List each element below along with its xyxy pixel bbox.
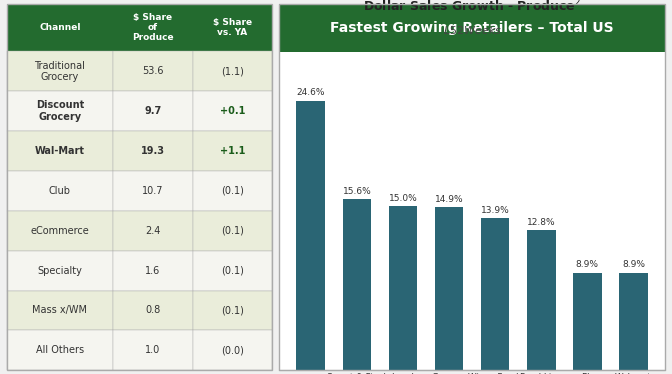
Bar	[113, 211, 192, 251]
Bar	[343, 199, 371, 370]
Text: All Others: All Others	[36, 345, 84, 355]
Text: (0.0): (0.0)	[221, 345, 244, 355]
Bar	[192, 131, 272, 171]
Text: 8.9%: 8.9%	[576, 260, 599, 269]
Text: +0.1: +0.1	[220, 106, 245, 116]
Text: 15.6%: 15.6%	[343, 187, 371, 196]
Text: $ Share
vs. YA: $ Share vs. YA	[213, 18, 252, 37]
Bar	[113, 131, 192, 171]
Bar	[7, 251, 113, 291]
Text: eCommerce: eCommerce	[30, 226, 89, 236]
Bar	[192, 171, 272, 211]
Text: 8.9%: 8.9%	[622, 260, 645, 269]
Bar	[113, 171, 192, 211]
Text: (0.1): (0.1)	[221, 306, 244, 316]
Bar	[573, 273, 601, 370]
Text: 15.0%: 15.0%	[388, 193, 417, 203]
Bar	[7, 4, 113, 51]
Bar	[7, 291, 113, 330]
Bar	[7, 211, 113, 251]
Bar	[435, 207, 463, 370]
Text: Channel: Channel	[39, 23, 81, 32]
Bar	[279, 52, 665, 370]
Bar	[192, 330, 272, 370]
Bar	[113, 330, 192, 370]
Text: 0.8: 0.8	[145, 306, 161, 316]
Text: (0.1): (0.1)	[221, 186, 244, 196]
Text: Dollar Sales Growth - Produce$^{2}$: Dollar Sales Growth - Produce$^{2}$	[363, 0, 581, 14]
Bar	[192, 51, 272, 91]
Bar	[296, 101, 325, 370]
Text: (0.1): (0.1)	[221, 226, 244, 236]
Text: 10.7: 10.7	[142, 186, 163, 196]
Text: Wal-Mart: Wal-Mart	[35, 146, 85, 156]
Text: 14.9%: 14.9%	[435, 194, 463, 203]
Bar	[7, 171, 113, 211]
Bar	[192, 4, 272, 51]
Text: Fastest Growing Retailers – Total US: Fastest Growing Retailers – Total US	[330, 21, 614, 35]
Bar	[192, 91, 272, 131]
Bar	[7, 330, 113, 370]
Text: 13.9%: 13.9%	[480, 206, 509, 215]
Text: Specialty: Specialty	[38, 266, 82, 276]
Bar	[113, 91, 192, 131]
Text: Discount
Grocery: Discount Grocery	[36, 100, 84, 122]
Text: (1.1): (1.1)	[221, 66, 244, 76]
Text: (0.1): (0.1)	[221, 266, 244, 276]
Bar	[192, 291, 272, 330]
Bar	[192, 211, 272, 251]
Bar	[192, 251, 272, 291]
Text: $\it{L52 Weeks}$: $\it{L52 Weeks}$	[443, 24, 501, 37]
Text: Club: Club	[49, 186, 71, 196]
Bar	[481, 218, 509, 370]
Text: 2.4: 2.4	[145, 226, 161, 236]
Text: 12.8%: 12.8%	[527, 218, 556, 227]
Text: 1.6: 1.6	[145, 266, 161, 276]
Bar	[113, 291, 192, 330]
Text: 1.0: 1.0	[145, 345, 161, 355]
Text: Mass x/WM: Mass x/WM	[32, 306, 87, 316]
Bar	[7, 51, 113, 91]
Bar	[7, 131, 113, 171]
Bar	[113, 251, 192, 291]
Bar	[527, 230, 556, 370]
Text: 9.7: 9.7	[144, 106, 161, 116]
Text: 19.3: 19.3	[140, 146, 165, 156]
Bar	[113, 4, 192, 51]
Bar	[7, 91, 113, 131]
Text: 53.6: 53.6	[142, 66, 163, 76]
Text: Traditional
Grocery: Traditional Grocery	[34, 61, 85, 82]
Text: +1.1: +1.1	[220, 146, 245, 156]
Bar	[619, 273, 648, 370]
Bar	[388, 206, 417, 370]
Text: 24.6%: 24.6%	[296, 88, 325, 97]
Text: $ Share
of
Produce: $ Share of Produce	[132, 13, 173, 43]
Bar	[113, 51, 192, 91]
